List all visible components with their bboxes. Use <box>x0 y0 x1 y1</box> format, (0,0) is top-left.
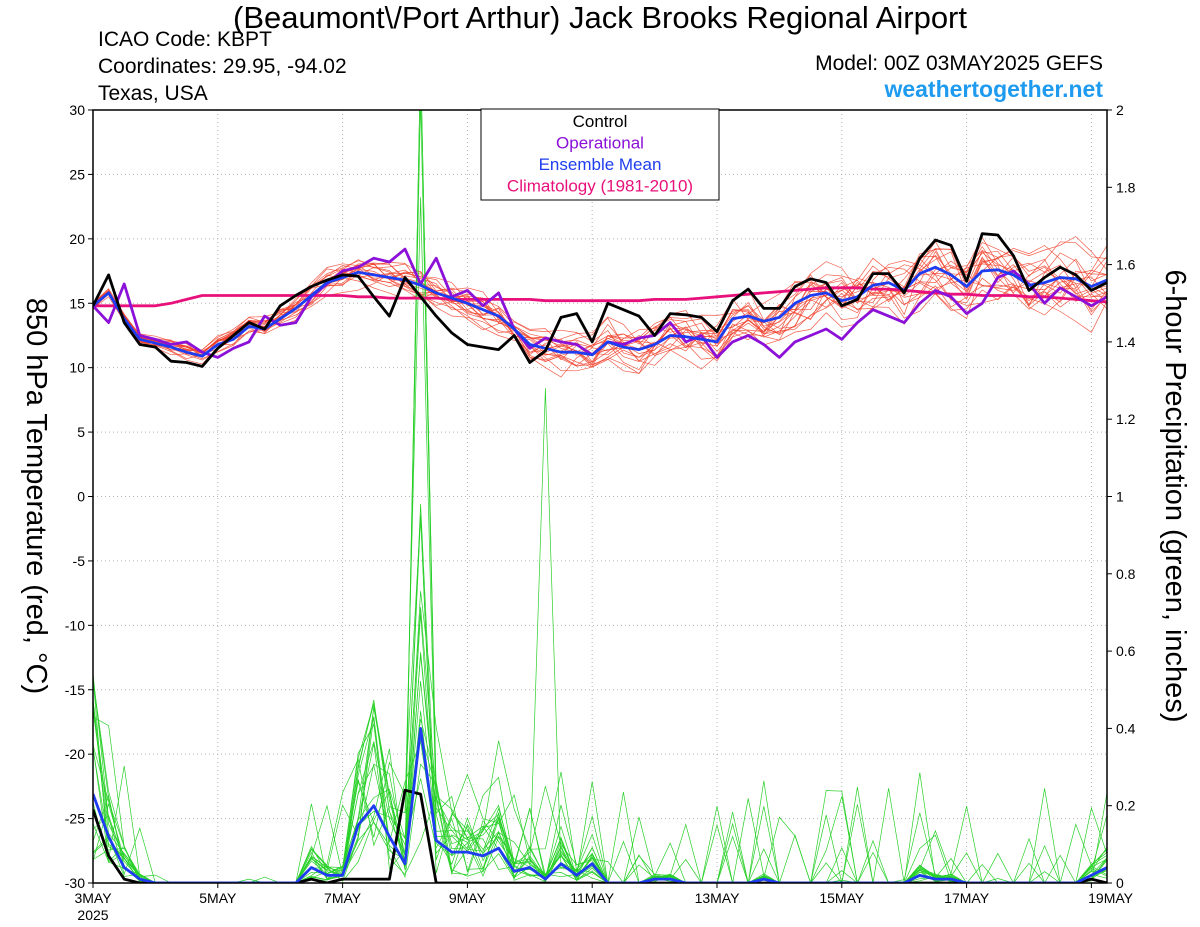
right-tick-label: 0 <box>1116 875 1124 891</box>
model-run-label: Model: 00Z 03MAY2025 GEFS <box>815 52 1103 75</box>
temperature-climatology-line <box>93 286 1107 308</box>
left-axis-title: 850 hPa Temperature (red, °C) <box>20 298 52 694</box>
coordinates-label: Coordinates: 29.95, -94.02 <box>98 55 347 78</box>
left-tick-label: 5 <box>77 424 85 440</box>
precipitation-member-line <box>93 606 1107 883</box>
left-tick-label: -30 <box>65 875 85 891</box>
temperature-member-line <box>93 260 1107 356</box>
left-tick-label: 10 <box>69 360 85 376</box>
x-tick-label: 3MAY <box>74 890 112 906</box>
left-tick-label: 20 <box>69 231 85 247</box>
x-tick-label: 19MAY <box>1088 890 1134 906</box>
precipitation-member-line <box>93 591 1107 883</box>
region-label: Texas, USA <box>98 82 208 105</box>
right-tick-label: 0.6 <box>1116 643 1136 659</box>
grid <box>92 109 1107 884</box>
x-tick-label: 15MAY <box>819 890 865 906</box>
legend: Control Operational Ensemble Mean Climatolo… <box>480 108 720 201</box>
left-tick-label: -25 <box>65 811 85 827</box>
x-tick-label: 11MAY <box>570 890 614 906</box>
left-tick-label: -10 <box>65 617 85 633</box>
right-axis-ticks: 2 1.8 1.6 1.4 1.2 1 0.8 0.6 0.4 0.2 0 <box>1107 102 1136 891</box>
temperature-member-line <box>93 256 1107 362</box>
precipitation-ensemble-mean-line <box>93 727 1107 883</box>
x-tick-label: 17MAY <box>944 890 990 906</box>
chart-title: (Beaumont\/Port Arthur) Jack Brooks Regi… <box>233 0 967 35</box>
precipitation-member-line <box>93 680 1107 883</box>
legend-box <box>480 108 720 201</box>
x-tick-label: 7MAY <box>324 890 362 906</box>
x-tick-label: 5MAY <box>199 890 237 906</box>
right-tick-label: 0.2 <box>1116 798 1136 814</box>
right-tick-label: 1.8 <box>1116 179 1136 195</box>
x-tick-label: 9MAY <box>449 890 487 906</box>
right-tick-label: 2 <box>1116 102 1124 118</box>
precipitation-member-line <box>93 110 1107 883</box>
precipitation-member-line <box>93 613 1107 883</box>
left-tick-label: 15 <box>69 295 85 311</box>
temperature-member-line <box>93 258 1107 353</box>
x-axis-ticks: 3MAY 5MAY 7MAY 9MAY 11MAY 13MAY 15MAY 17MAY 19MA… <box>74 883 1134 923</box>
right-tick-label: 0.8 <box>1116 566 1136 582</box>
temperature-member-line <box>93 245 1107 361</box>
temperature-control-line <box>93 232 1107 368</box>
precipitation-member-line <box>93 388 1107 883</box>
legend-entry: Climatology (1981-2010) <box>507 177 693 196</box>
site-link[interactable]: weathertogether.net <box>884 76 1103 102</box>
precipitation-member-line <box>93 517 1107 883</box>
left-tick-label: 25 <box>69 166 85 182</box>
left-tick-label: -15 <box>65 682 85 698</box>
left-tick-label: 30 <box>69 102 85 118</box>
right-tick-label: 1 <box>1116 489 1124 505</box>
right-tick-label: 1.6 <box>1116 257 1136 273</box>
left-axis-ticks: 30 25 20 15 10 5 0 -5 -10 -15 -20 -25 -30 <box>65 102 93 891</box>
main-series <box>93 232 1107 883</box>
x-year-label: 2025 <box>77 907 108 923</box>
precipitation-member-line <box>93 723 1107 883</box>
right-tick-label: 0.4 <box>1116 720 1136 736</box>
icao-code-label: ICAO Code: KBPT <box>98 28 272 51</box>
x-tick-label: 13MAY <box>695 890 741 906</box>
left-tick-label: 0 <box>77 489 85 505</box>
precipitation-member-line <box>93 676 1107 883</box>
left-tick-label: -20 <box>65 746 85 762</box>
legend-entry: Ensemble Mean <box>539 155 662 174</box>
legend-entry: Control <box>573 112 628 131</box>
precipitation-member-line <box>93 503 1107 883</box>
precipitation-member-line <box>93 681 1107 883</box>
legend-entry: Operational <box>556 134 644 153</box>
precipitation-member-line <box>93 743 1107 883</box>
left-tick-label: -5 <box>73 553 86 569</box>
right-axis-title: 6-hour Precipitation (green, inches) <box>1159 270 1191 723</box>
right-tick-label: 1.2 <box>1116 411 1136 427</box>
right-tick-label: 1.4 <box>1116 334 1136 350</box>
precipitation-member-line <box>93 699 1107 883</box>
